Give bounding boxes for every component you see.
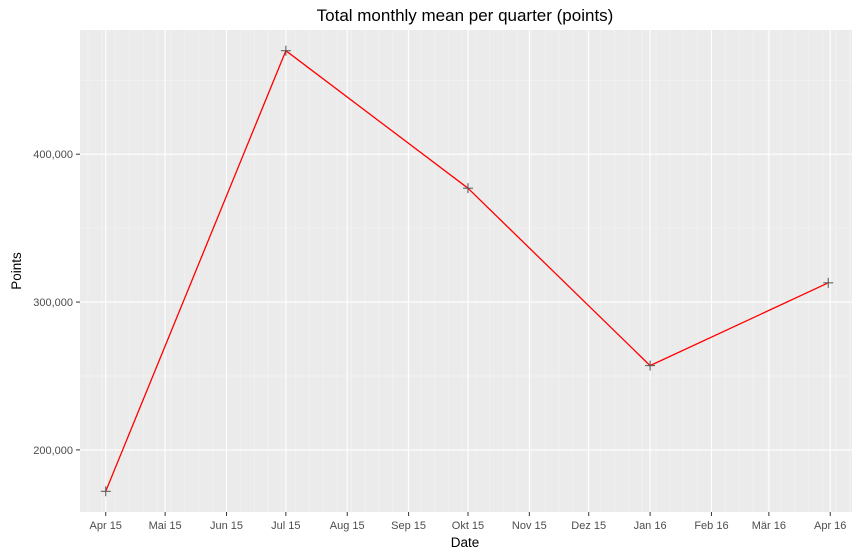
data-point bbox=[462, 183, 473, 194]
major-gridlines bbox=[80, 30, 852, 512]
x-tick-label: Jul 15 bbox=[271, 520, 300, 532]
x-tick-label: Mär 16 bbox=[752, 520, 786, 532]
x-tick-label: Jun 15 bbox=[210, 520, 243, 532]
x-tick-label: Apr 16 bbox=[814, 520, 846, 532]
x-tick-label: Mai 15 bbox=[149, 520, 182, 532]
x-axis: Apr 15 Mai 15 Jun 15 Jul 15 Aug 15 Sep 15 Okt … bbox=[90, 512, 846, 532]
x-tick-label: Nov 15 bbox=[512, 520, 547, 532]
plot-panel bbox=[80, 30, 852, 512]
data-point bbox=[645, 360, 656, 371]
y-axis-title: Points bbox=[9, 252, 24, 290]
point-markers bbox=[100, 45, 834, 497]
x-axis-title: Date bbox=[451, 535, 480, 550]
x-tick-label: Dez 15 bbox=[571, 520, 606, 532]
chart-title: Total monthly mean per quarter (points) bbox=[317, 6, 614, 25]
x-tick-label: Feb 16 bbox=[694, 520, 728, 532]
y-tick-label: 300,000 bbox=[33, 297, 73, 309]
data-point bbox=[280, 45, 291, 56]
x-tick-label: Sep 15 bbox=[391, 520, 426, 532]
data-point bbox=[100, 486, 111, 497]
y-axis: 200,000 300,000 400,000 bbox=[33, 149, 80, 457]
y-tick-label: 400,000 bbox=[33, 149, 73, 161]
x-tick-label: Jan 16 bbox=[634, 520, 667, 532]
data-point bbox=[823, 277, 834, 288]
x-tick-label: Aug 15 bbox=[330, 520, 365, 532]
x-tick-label: Apr 15 bbox=[90, 520, 122, 532]
x-tick-label: Okt 15 bbox=[452, 520, 484, 532]
y-tick-label: 200,000 bbox=[33, 445, 73, 457]
